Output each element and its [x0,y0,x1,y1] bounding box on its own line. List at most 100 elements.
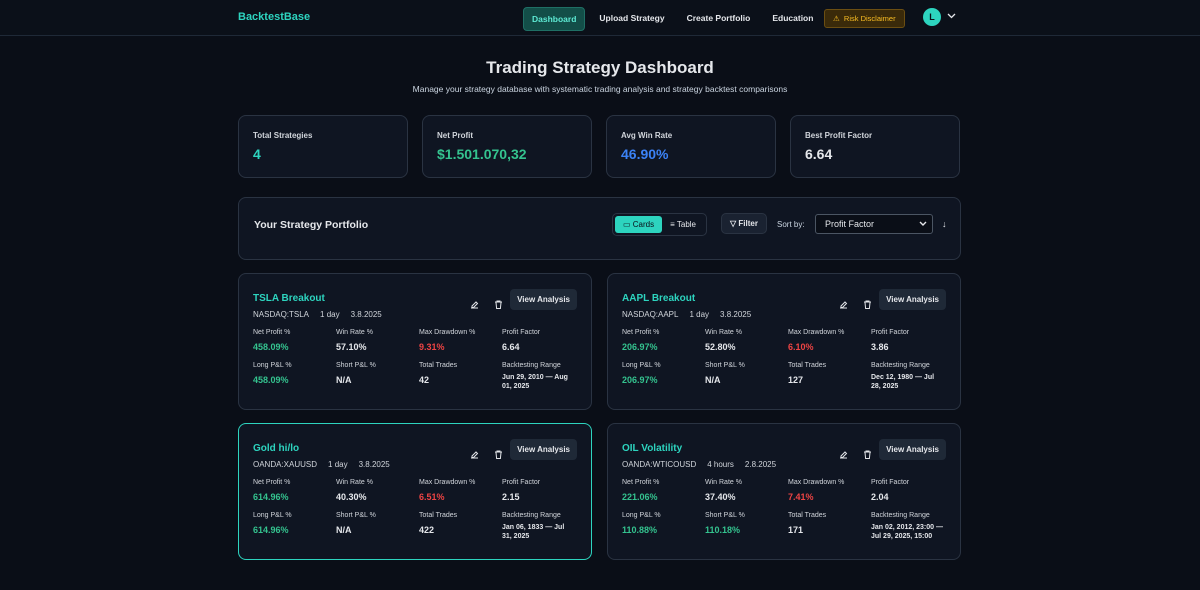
metric-value: 110.88% [622,525,658,535]
metric-value: 221.06% [622,492,658,502]
icon [864,300,871,309]
view-button[interactable]: ▭ Cards [615,216,663,233]
meta-timeframe: 1 day [320,310,340,319]
metric-value: 206.97% [622,375,658,385]
metric-label: Long P&L % [622,512,661,519]
nav-link[interactable]: Education [772,13,814,23]
strategy-cards: TSLA Breakout NASDAQ:TSLA 1 day 3.8.2025 Vie… [238,273,961,560]
caret[interactable] [947,13,956,19]
metrics-grid: Net Profit % 206.97% Win Rate % 52.80% Max D… [622,329,946,392]
metric-value: 127 [788,375,804,385]
delete-icon[interactable] [863,296,872,314]
metric: Profit Factor 2.15 [502,479,585,502]
metric: Backtesting Range Jan 06, 1833 — Jul 31, … [502,512,585,542]
meta-timeframe: 4 hours [707,460,734,469]
view-button[interactable]: ≡ Table [670,220,696,229]
nav-link[interactable]: Dashboard [523,7,586,31]
metrics-grid: Net Profit % 614.96% Win Rate % 40.30% Max D… [253,479,577,542]
strategy-card[interactable]: OIL Volatility OANDA:WTICOUSD 4 hours 2.8.2… [607,423,961,560]
metric: Long P&L % 110.88% [622,512,705,542]
delete-icon[interactable] [494,296,503,314]
view-analysis-button[interactable]: View Analysis [879,439,946,460]
filter-button[interactable]: ▽ Filter [721,213,767,234]
icon [840,451,848,459]
metric-value: Jan 02, 2012, 23:00 — Jul 29, 2025, 15:0… [871,524,943,541]
strategy-meta: OANDA:WTICOUSD 4 hours 2.8.2025 [622,460,946,469]
metric-label: Max Drawdown % [788,479,845,486]
edit-icon[interactable] [839,446,848,464]
metric-label: Short P&L % [705,512,745,519]
view-analysis-button[interactable]: View Analysis [510,289,577,310]
metric-label: Win Rate % [336,329,373,336]
metric-label: Backtesting Range [871,362,930,369]
metric: Net Profit % 221.06% [622,479,705,502]
sort-value: Profit Factor [825,219,875,229]
metric: Backtesting Range Jan 02, 2012, 23:00 — J… [871,512,954,542]
strategy-card[interactable]: AAPL Breakout NASDAQ:AAPL 1 day 3.8.2025 Vie… [607,273,961,410]
metric-value: 458.09% [253,375,289,385]
edit-icon[interactable] [470,446,479,464]
metric: Win Rate % 37.40% [705,479,788,502]
filter-label: Filter [738,219,758,228]
metric-value: 110.18% [705,525,741,535]
metric: Long P&L % 458.09% [253,362,336,392]
metric-value: 7.41% [788,492,814,502]
strategy-card[interactable]: Gold hi/lo OANDA:XAUUSD 1 day 3.8.2025 View … [238,423,592,560]
meta-timeframe: 1 day [328,460,348,469]
risk-disclaimer[interactable]: ⚠ Risk Disclaimer [824,9,905,28]
metric: Max Drawdown % 7.41% [788,479,871,502]
nav-link[interactable]: Create Portfolio [686,13,751,23]
metric-label: Net Profit % [622,479,660,486]
metric: Backtesting Range Dec 12, 1980 — Jul 28, … [871,362,954,392]
metric: Backtesting Range Jun 29, 2010 — Aug 01, … [502,362,585,392]
delete-icon[interactable] [494,446,503,464]
metric-value: Jan 06, 1833 — Jul 31, 2025 [502,524,565,541]
view-toggle: ▭ Cards ≡ Table [612,213,707,236]
stat-card: Net Profit $1.501.070,32 [422,115,592,178]
metric-label: Net Profit % [253,329,291,336]
delete-icon[interactable] [863,446,872,464]
metric-value: 52.80% [705,342,736,352]
sort-select[interactable]: Profit Factor [815,214,933,234]
sort-label: Sort by: [777,220,805,229]
metrics-grid: Net Profit % 221.06% Win Rate % 37.40% Max D… [622,479,946,542]
icon [495,450,502,459]
metric: Win Rate % 52.80% [705,329,788,352]
meta-date: 2.8.2025 [744,460,777,469]
metric-value: N/A [705,375,721,385]
metric: Short P&L % 110.18% [705,512,788,542]
metric-label: Short P&L % [336,512,376,519]
metric-label: Long P&L % [622,362,661,369]
disclaimer-text: Risk Disclaimer [843,14,896,23]
stat-card: Best Profit Factor 6.64 [790,115,960,178]
metric: Short P&L % N/A [705,362,788,392]
brand[interactable]: BacktestBase [238,11,311,23]
metrics-grid: Net Profit % 458.09% Win Rate % 57.10% Max D… [253,329,577,392]
metric-value: 614.96% [253,492,289,502]
metric-label: Win Rate % [705,479,742,486]
view-label: Cards [632,220,655,229]
metric-value: 2.15 [502,492,520,502]
edit-icon[interactable] [470,296,479,314]
metric-value: Dec 12, 1980 — Jul 28, 2025 [871,374,935,391]
metric-label: Win Rate % [336,479,373,486]
avatar[interactable]: L [923,8,941,26]
strategy-card[interactable]: TSLA Breakout NASDAQ:TSLA 1 day 3.8.2025 Vie… [238,273,592,410]
metric: Profit Factor 6.64 [502,329,585,352]
metric-value: 40.30% [336,492,367,502]
metric-value: 42 [419,375,430,385]
stat-label: Best Profit Factor [805,131,873,140]
metric: Win Rate % 57.10% [336,329,419,352]
metric-label: Backtesting Range [502,512,561,519]
sort-direction[interactable]: ↓ [942,219,947,229]
metric-value: Jun 29, 2010 — Aug 01, 2025 [502,374,568,391]
nav-link[interactable]: Upload Strategy [599,13,665,23]
meta-symbol: OANDA:WTICOUSD [622,460,697,469]
select-caret [919,221,927,226]
view-analysis-button[interactable]: View Analysis [879,289,946,310]
edit-icon[interactable] [839,296,848,314]
portfolio-title: Your Strategy Portfolio [254,219,369,231]
view-analysis-button[interactable]: View Analysis [510,439,577,460]
